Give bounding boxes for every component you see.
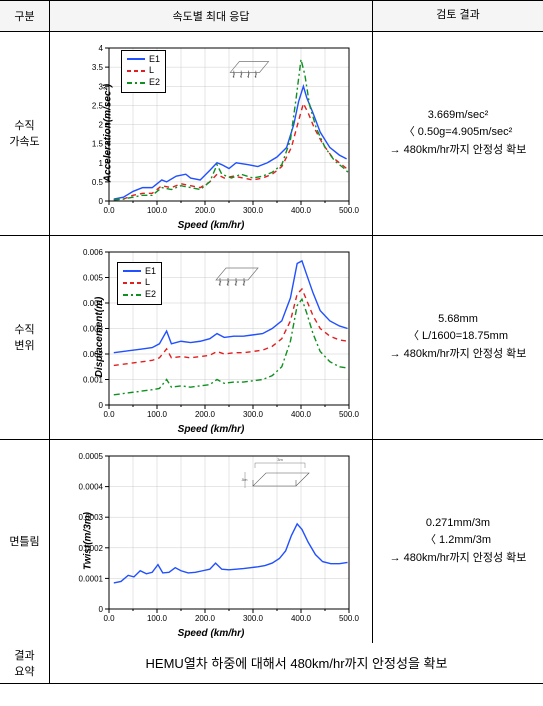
svg-text:400.0: 400.0 [291, 410, 312, 419]
svg-text:0.0: 0.0 [103, 206, 115, 215]
summary-row: 결과 요약 HEMU열차 하중에 대해서 480km/hr까지 안정성을 확보 [0, 643, 543, 683]
y-axis-label: Acceleration(m/sec²) [103, 84, 114, 182]
data-row: 수직 변위0.0100.0200.0300.0400.0500.000.0010… [0, 236, 543, 440]
inset-diagram: 3m 1.5m [241, 458, 321, 500]
y-axis-label: Twist(m/3m) [82, 512, 93, 570]
svg-text:4: 4 [99, 44, 104, 53]
result-cell: 3.669m/sec²〈 0.50g=4.905m/sec²→ 480km/hr… [373, 32, 543, 235]
svg-text:3m: 3m [277, 458, 283, 462]
svg-text:0: 0 [99, 401, 104, 410]
chart-accel: 0.0100.0200.0300.0400.0500.000.511.522.5… [61, 36, 361, 231]
y-axis-label: Displacement(m) [94, 297, 105, 378]
row-title: 수직 변위 [0, 236, 50, 439]
data-row: 면틀림0.0100.0200.0300.0400.0500.000.00010.… [0, 440, 543, 643]
header-category: 구분 [0, 1, 50, 31]
svg-text:0: 0 [99, 605, 104, 614]
chart-cell: 0.0100.0200.0300.0400.0500.000.511.522.5… [50, 32, 373, 235]
result-line: 0.271mm/3m [426, 515, 490, 533]
svg-text:500.0: 500.0 [339, 614, 360, 623]
svg-text:400.0: 400.0 [291, 614, 312, 623]
inset-diagram [221, 52, 276, 84]
svg-text:300.0: 300.0 [243, 410, 264, 419]
svg-text:0.006: 0.006 [83, 248, 104, 257]
svg-text:0.0001: 0.0001 [79, 574, 104, 583]
chart-twist: 0.0 100.0 200.0 300.0 400.0 500.0 0 0.0001 0.000… [61, 444, 361, 639]
result-line: 5.68mm [438, 311, 478, 329]
summary-text: HEMU열차 하중에 대해서 480km/hr까지 안정성을 확보 [50, 643, 543, 683]
svg-text:400.0: 400.0 [291, 206, 312, 215]
row-title: 수직 가속도 [0, 32, 50, 235]
result-line: → 480km/hr까지 안정성 확보 [390, 346, 527, 364]
result-cell: 5.68mm〈 L/1600=18.75mm→ 480km/hr까지 안정성 확… [373, 236, 543, 439]
analysis-table: 구분 속도별 최대 응답 검토 결과 수직 가속도 0.0 100.0 200.0 30… [0, 0, 543, 684]
result-cell: 0.271mm/3m〈 1.2mm/3m→ 480km/hr까지 안정성 확보 [373, 440, 543, 643]
svg-text:200.0: 200.0 [195, 206, 216, 215]
svg-text:100.0: 100.0 [147, 410, 168, 419]
x-axis-label: Speed (km/hr) [178, 220, 245, 231]
summary-title: 결과 요약 [0, 643, 50, 683]
x-axis-label: Speed (km/hr) [178, 628, 245, 639]
result-line: → 480km/hr까지 안정성 확보 [390, 550, 527, 568]
header-response: 속도별 최대 응답 [50, 1, 373, 31]
svg-text:100.0: 100.0 [147, 614, 168, 623]
chart-cell: 0.0 100.0 200.0 300.0 400.0 500.0 0 0.0001 0.000… [50, 440, 373, 643]
chart-disp: 0.0100.0200.0300.0400.0500.000.0010.0020… [61, 240, 361, 435]
svg-text:0: 0 [99, 197, 104, 206]
inset-diagram [206, 258, 266, 292]
legend: E1LE2 [121, 50, 166, 93]
svg-text:300.0: 300.0 [243, 614, 264, 623]
legend: E1LE2 [117, 262, 162, 305]
svg-text:0.005: 0.005 [83, 273, 104, 282]
svg-text:500.0: 500.0 [339, 410, 360, 419]
svg-text:0.0: 0.0 [103, 614, 115, 623]
data-row: 수직 가속도0.0100.0200.0300.0400.0500.000.511… [0, 32, 543, 236]
svg-text:100.0: 100.0 [147, 206, 168, 215]
result-line: 〈 L/1600=18.75mm [408, 328, 508, 346]
svg-text:1.5m: 1.5m [241, 477, 248, 482]
result-line: → 480km/hr까지 안정성 확보 [390, 142, 527, 160]
svg-text:0.0005: 0.0005 [79, 452, 104, 461]
svg-text:0.0004: 0.0004 [79, 482, 104, 491]
svg-text:200.0: 200.0 [195, 410, 216, 419]
svg-text:500.0: 500.0 [339, 206, 360, 215]
chart-cell: 0.0100.0200.0300.0400.0500.000.0010.0020… [50, 236, 373, 439]
svg-text:3.5: 3.5 [92, 63, 104, 72]
result-line: 3.669m/sec² [428, 107, 489, 125]
header-row: 구분 속도별 최대 응답 검토 결과 [0, 1, 543, 32]
svg-text:0.0: 0.0 [103, 410, 115, 419]
x-axis-label: Speed (km/hr) [178, 424, 245, 435]
row-title: 면틀림 [0, 440, 50, 643]
svg-text:300.0: 300.0 [243, 206, 264, 215]
result-line: 〈 0.50g=4.905m/sec² [404, 124, 513, 142]
header-result: 검토 결과 [373, 1, 543, 31]
result-line: 〈 1.2mm/3m [425, 532, 491, 550]
svg-text:200.0: 200.0 [195, 614, 216, 623]
